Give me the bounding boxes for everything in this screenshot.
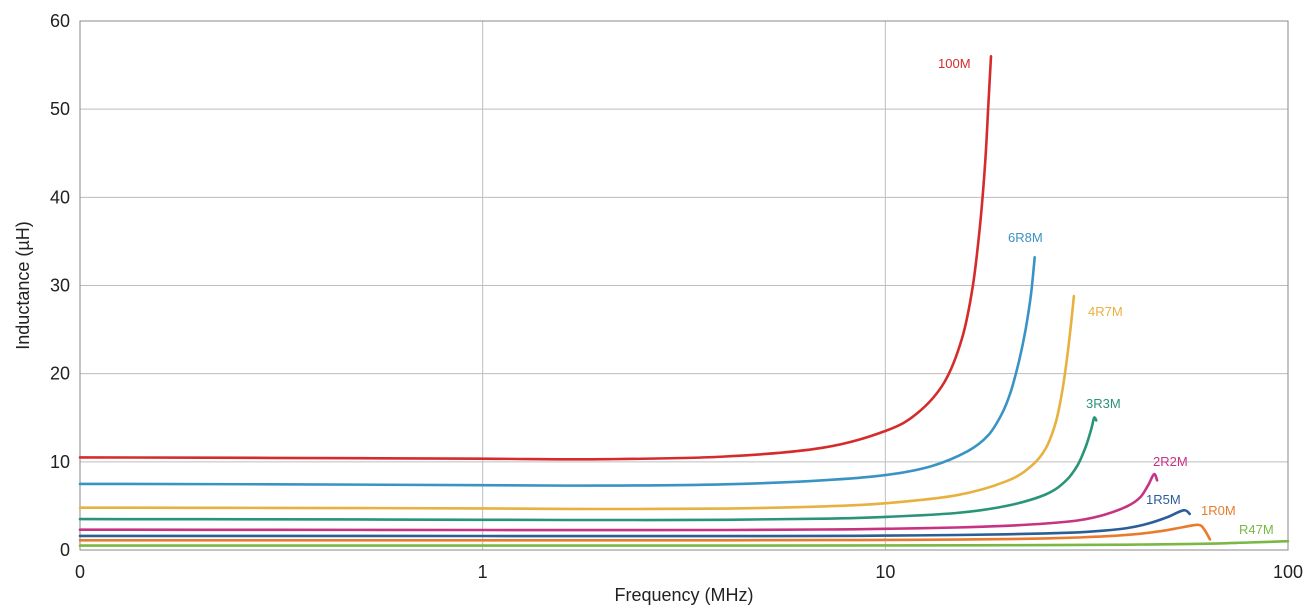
series-label-2r2m: 2R2M <box>1153 454 1188 469</box>
plot-area-frame <box>79 20 1289 551</box>
x-tick-label: 10 <box>875 562 895 582</box>
x-axis-title: Frequency (MHz) <box>614 585 753 605</box>
y-tick-label: 20 <box>50 364 70 384</box>
series-line-4r7m <box>78 294 1076 511</box>
series-lines <box>78 55 1290 547</box>
x-tick-label: 100 <box>1273 562 1303 582</box>
grid-lines <box>80 21 1288 550</box>
y-tick-label: 50 <box>50 99 70 119</box>
series-label-1r0m: 1R0M <box>1201 503 1236 518</box>
y-tick-label: 60 <box>50 11 70 31</box>
y-tick-label: 40 <box>50 187 70 207</box>
series-line-2r2m <box>78 472 1159 532</box>
x-tick-label: 1 <box>478 562 488 582</box>
series-label-r47m: R47M <box>1239 522 1274 537</box>
series-label-6r8m: 6R8M <box>1008 230 1043 245</box>
y-tick-label: 30 <box>50 276 70 296</box>
x-tick-label: 0 <box>75 562 85 582</box>
y-axis-title: Inductance (µH) <box>13 221 33 349</box>
series-label-100m: 100M <box>938 56 971 71</box>
y-tick-label: 10 <box>50 452 70 472</box>
series-line-r47m <box>78 539 1290 547</box>
series-label-4r7m: 4R7M <box>1088 304 1123 319</box>
series-line-100m <box>78 55 993 461</box>
y-tick-label: 0 <box>60 540 70 560</box>
series-label-1r5m: 1R5M <box>1146 492 1181 507</box>
series-line-6r8m <box>78 256 1036 487</box>
series-label-3r3m: 3R3M <box>1086 396 1121 411</box>
series-line-3r3m <box>78 416 1098 522</box>
tick-labels: 0 1 10 100 0 10 20 30 40 50 60 <box>50 11 1303 582</box>
series-line-1r5m <box>78 508 1191 538</box>
series-line-1r0m <box>78 523 1212 542</box>
